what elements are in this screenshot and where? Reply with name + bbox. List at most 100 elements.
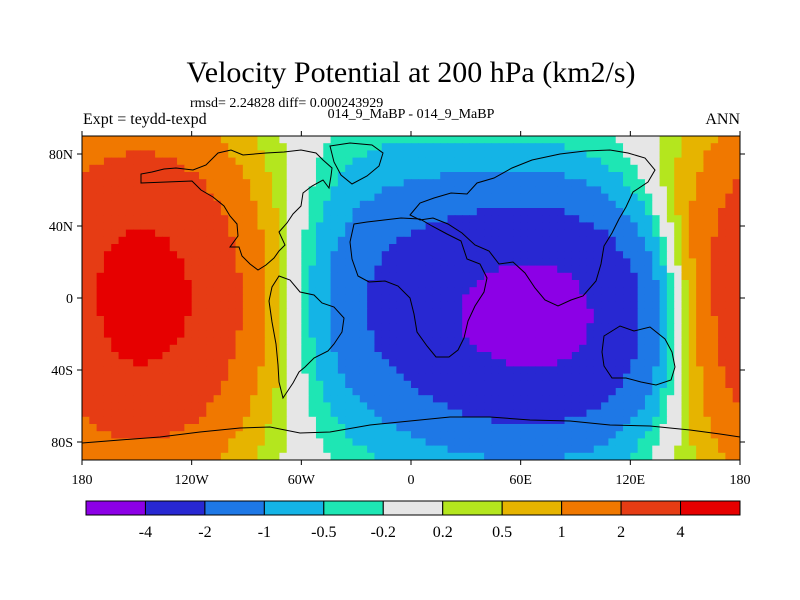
field-cell [315,424,324,432]
field-cell [681,193,690,202]
field-cell [586,366,595,375]
field-cell [630,395,639,403]
field-cell [491,352,500,360]
field-cell [579,409,587,418]
field-cell [272,208,280,216]
field-cell [549,157,558,166]
field-cell [506,395,514,403]
field-cell [725,366,734,375]
field-cell [732,416,740,425]
field-cell [235,193,244,202]
field-cell [454,301,463,310]
field-cell [557,265,566,274]
field-cell [103,287,112,295]
field-cell [345,344,354,353]
field-cell [411,244,419,252]
field-cell [103,280,112,288]
field-cell [623,359,631,367]
field-cell [381,150,390,159]
field-cell [315,143,324,151]
field-cell [571,200,580,209]
field-cell [520,150,529,159]
field-cell [593,308,602,317]
field-cell [688,244,697,252]
field-cell [374,164,383,173]
field-cell [169,388,178,396]
field-cell [447,431,456,439]
field-cell [469,445,478,454]
field-cell [257,208,266,216]
field-cell [381,215,390,223]
field-cell [220,431,229,439]
field-cell [513,402,522,411]
field-cell [542,272,551,281]
field-cell [250,409,258,418]
field-cell [213,330,222,339]
field-cell [476,150,485,159]
field-cell [301,316,310,324]
field-cell [725,157,734,166]
field-cell [564,316,573,324]
field-cell [155,280,163,288]
field-cell [659,330,668,339]
field-cell [155,416,163,425]
field-cell [220,409,229,418]
field-cell [286,179,295,187]
field-cell [644,222,653,231]
field-cell [140,164,149,173]
field-cell [337,272,346,281]
field-cell [520,222,529,231]
field-cell [579,222,587,231]
field-cell [89,143,98,151]
field-cell [191,301,200,310]
field-cell [644,452,653,460]
field-cell [571,402,580,411]
field-cell [396,330,405,339]
field-cell [484,164,492,173]
field-cell [615,251,624,259]
field-cell [389,186,397,195]
field-cell [389,344,397,353]
field-cell [308,272,317,281]
field-cell [491,359,500,367]
field-cell [571,438,580,447]
field-cell [206,258,215,267]
field-cell [184,150,193,159]
field-cell [542,164,551,173]
field-cell [125,280,134,288]
field-cell [103,301,112,310]
field-cell [169,208,178,216]
field-cell [381,395,390,403]
field-cell [133,272,141,281]
field-cell [184,164,193,173]
field-cell [601,431,609,439]
field-cell [564,208,573,216]
field-cell [330,143,339,151]
field-cell [177,251,185,259]
field-cell [96,373,105,382]
field-cell [652,352,661,360]
field-cell [345,308,354,317]
field-cell [579,236,587,245]
field-cell [718,193,726,202]
field-cell [264,186,273,195]
field-cell [162,258,171,267]
field-cell [674,294,683,303]
field-cell [688,344,697,353]
field-cell [586,294,595,303]
field-cell [440,258,449,267]
field-cell [630,157,639,166]
field-cell [506,236,514,245]
field-cell [89,150,98,159]
field-cell [140,251,149,259]
field-cell [272,229,280,238]
field-cell [228,280,237,288]
field-cell [125,330,134,339]
field-cell [542,287,551,295]
field-cell [125,136,134,144]
field-cell [147,308,156,317]
field-cell [732,294,740,303]
field-cell [681,344,690,353]
field-cell [381,179,390,187]
field-cell [637,222,646,231]
